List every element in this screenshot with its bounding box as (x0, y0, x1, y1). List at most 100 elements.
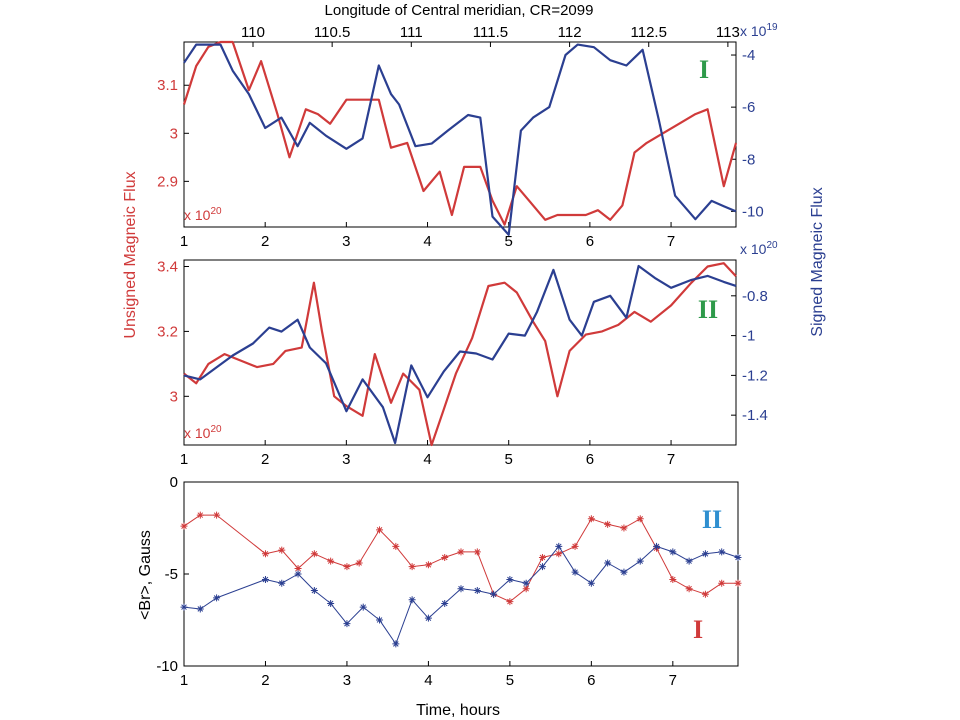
x-tick-label: 6 (586, 451, 594, 468)
data-point (424, 614, 432, 622)
data-point (636, 515, 644, 523)
top-tick-label: 111.5 (473, 24, 508, 41)
data-point (457, 585, 465, 593)
data-point (441, 599, 449, 607)
data-point (327, 557, 335, 565)
data-point (555, 550, 563, 558)
x-tick-label: 2 (261, 672, 269, 689)
right-exponent-label: x 1019 (740, 22, 778, 39)
left-exponent: 20 (210, 206, 222, 217)
panel-label-I: I (699, 55, 709, 84)
right-multiplier: x 10 (740, 23, 767, 39)
data-point (718, 579, 726, 587)
left-side-label: Unsigned Magneic Flux (122, 171, 139, 338)
right-y-tick-label: -6 (742, 99, 755, 116)
plot-frame (183, 259, 737, 446)
x-axis-ticks: 1 2 3 4 5 6 7 (180, 661, 677, 689)
x-axis-ticks: 1 2 3 4 5 6 7 (180, 440, 675, 468)
data-point (213, 511, 221, 519)
right-y-tick-label: -10 (742, 203, 764, 220)
top-tick-label: 110.5 (314, 24, 350, 41)
data-point (685, 585, 693, 593)
top-tick-label: 111 (400, 24, 423, 41)
data-point (587, 579, 595, 587)
data-point (522, 585, 530, 593)
x-tick-label: 2 (261, 233, 269, 250)
data-point (408, 563, 416, 571)
right-exponent-label: x 1020 (740, 240, 778, 257)
left-y-axis-ticks: 3 3.2 3.4 (157, 258, 189, 405)
top-tick-label: 113 (716, 24, 740, 41)
data-point (196, 511, 204, 519)
plot-frame (183, 41, 737, 228)
right-side-label: Signed Magneic Flux (809, 187, 826, 336)
right-multiplier: x 10 (740, 241, 767, 257)
data-point (457, 548, 465, 556)
right-exponent: 20 (766, 240, 778, 251)
x-tick-label: 3 (342, 233, 350, 250)
data-point (294, 570, 302, 578)
data-point (278, 579, 286, 587)
x-tick-label: 4 (423, 451, 431, 468)
top-tick-label: 112 (558, 24, 582, 41)
x-tick-label: 5 (506, 672, 514, 689)
left-multiplier: x 10 (184, 425, 211, 441)
x-tick-label: 7 (669, 672, 677, 689)
series-line (183, 545, 739, 645)
data-point (490, 590, 498, 598)
right-y-axis-ticks: -10 -8 -6 -4 (731, 47, 764, 220)
left-y-tick-label: 3 (170, 125, 178, 142)
data-point (636, 557, 644, 565)
right-y-axis-ticks: -1.4 -1.2 -1 -0.8 (731, 288, 768, 424)
x-axis-label: Time, hours (416, 702, 500, 719)
left-multiplier: x 10 (184, 207, 211, 223)
series-label-II: II (702, 505, 722, 534)
right-y-tick-label: -4 (742, 47, 755, 64)
x-tick-label: 1 (180, 451, 188, 468)
right-exponent: 19 (766, 22, 778, 33)
data-point (392, 640, 400, 648)
right-y-tick-label: -8 (742, 151, 755, 168)
data-point (310, 587, 318, 595)
right-y-tick-label: -1 (742, 328, 755, 345)
data-point (473, 548, 481, 556)
series-group (180, 511, 742, 648)
series-line (183, 264, 737, 445)
data-point (310, 550, 318, 558)
data-point (685, 557, 693, 565)
data-point (538, 563, 546, 571)
x-tick-label: 1 (180, 672, 188, 689)
data-point (506, 598, 514, 606)
data-point (571, 542, 579, 550)
data-point (355, 559, 363, 567)
series-line (183, 43, 737, 236)
top-axis-ticks: 110 110.5 111 111.5 112 112.5 113 (241, 24, 740, 47)
left-y-axis-ticks: 2.9 3 3.1 (157, 77, 189, 190)
data-point (571, 568, 579, 576)
data-point (669, 548, 677, 556)
left-y-tick-label: -5 (165, 566, 178, 583)
data-point (343, 620, 351, 628)
data-point (392, 542, 400, 550)
right-y-tick-label: -1.2 (742, 367, 768, 384)
data-point (327, 599, 335, 607)
series-label-I: I (693, 615, 703, 644)
data-point (718, 548, 726, 556)
data-point (506, 576, 514, 584)
data-point (294, 564, 302, 572)
data-point (278, 546, 286, 554)
data-point (604, 520, 612, 528)
x-tick-label: 4 (423, 233, 431, 250)
series-group (183, 262, 737, 447)
data-point (213, 594, 221, 602)
data-point (376, 616, 384, 624)
x-tick-label: 3 (342, 451, 350, 468)
right-y-tick-label: -1.4 (742, 407, 768, 424)
x-tick-label: 4 (424, 672, 432, 689)
x-tick-label: 6 (587, 672, 595, 689)
data-point (359, 603, 367, 611)
data-point (604, 559, 612, 567)
data-point (261, 576, 269, 584)
top-tick-label: 110 (241, 24, 265, 41)
